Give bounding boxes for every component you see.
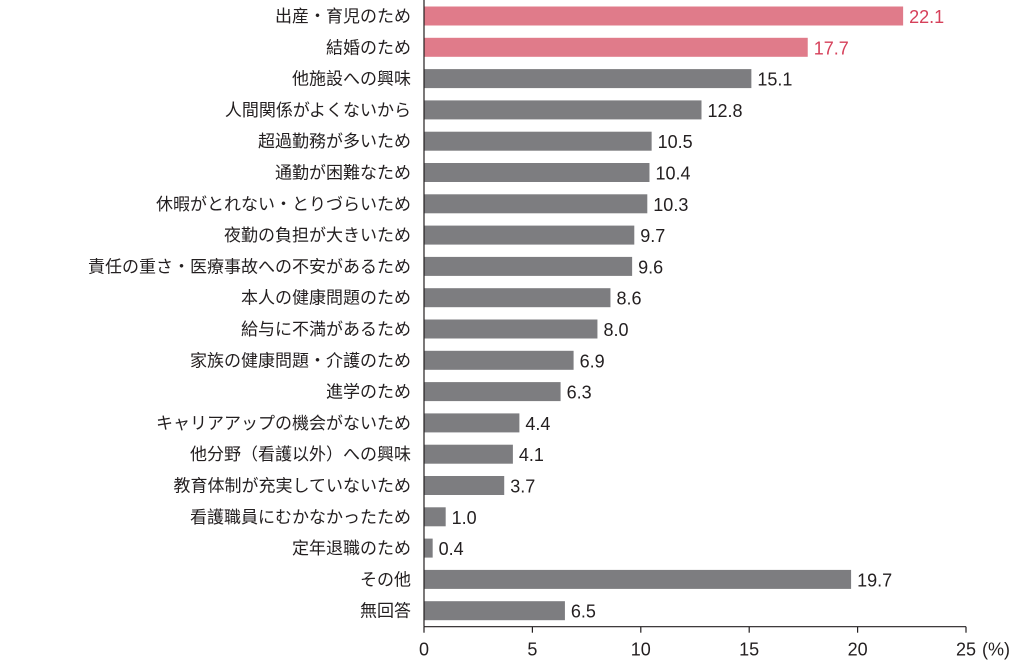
bar-4: [424, 131, 652, 151]
category-label-19: 無回答: [360, 602, 411, 622]
category-labels-group: 出産・育児のため結婚のため他施設への興味人間関係がよくないから超過勤務が多いため…: [88, 7, 411, 622]
category-label-7: 夜勤の負担が大きいため: [224, 226, 411, 246]
value-labels-group: 22.1 17.7 15.1 12.8 10.5 10.4 10.3 9.7 9.6 8.6 8.0…: [439, 7, 945, 622]
bar-8: [424, 256, 633, 276]
value-label-1: 17.7: [814, 38, 849, 58]
category-label-16: 看護職員にむかなかったため: [190, 508, 411, 528]
value-label-13: 4.4: [525, 414, 550, 434]
category-label-17: 定年退職のため: [292, 539, 411, 559]
bar-1: [424, 37, 808, 57]
x-tick-label-4: 20: [848, 640, 868, 660]
bar-17: [424, 538, 433, 558]
value-label-17: 0.4: [439, 539, 464, 559]
value-label-5: 10.4: [655, 164, 690, 184]
category-label-4: 超過勤務が多いため: [258, 132, 411, 152]
bar-2: [424, 69, 752, 89]
x-tick-label-3: 15: [739, 640, 759, 660]
category-label-2: 他施設への興味: [292, 70, 411, 90]
category-label-11: 家族の健康問題・介護のため: [190, 351, 411, 371]
value-label-4: 10.5: [658, 132, 693, 152]
category-label-15: 教育体制が充実していないため: [174, 477, 412, 497]
category-label-8: 責任の重さ・医療事故への不安があるため: [88, 257, 411, 277]
category-label-13: キャリアアップの機会がないため: [156, 414, 411, 434]
bar-11: [424, 350, 574, 370]
value-label-18: 19.7: [857, 570, 892, 590]
x-tick-label-2: 10: [631, 640, 651, 660]
category-label-1: 結婚のため: [326, 38, 411, 58]
bar-19: [424, 601, 565, 621]
bar-18: [424, 569, 852, 589]
x-tick-label-5: 25: [956, 640, 976, 660]
bar-3: [424, 100, 702, 120]
value-label-11: 6.9: [580, 351, 605, 371]
value-label-15: 3.7: [510, 477, 535, 497]
value-label-7: 9.7: [640, 226, 665, 246]
x-tick-label-0: 0: [419, 640, 429, 660]
category-label-14: 他分野（看護以外）への興味: [190, 445, 411, 465]
category-label-0: 出産・育児のため: [275, 7, 411, 27]
value-label-14: 4.1: [519, 445, 544, 465]
value-label-16: 1.0: [452, 508, 477, 528]
value-label-6: 10.3: [653, 195, 688, 215]
category-label-3: 人間関係がよくないから: [225, 101, 411, 121]
bar-15: [424, 476, 505, 495]
category-label-5: 通勤が困難なため: [275, 164, 411, 184]
bar-13: [424, 413, 520, 433]
category-label-12: 進学のため: [326, 383, 411, 403]
value-label-2: 15.1: [757, 70, 792, 90]
bar-5: [424, 163, 650, 182]
bar-0: [424, 6, 904, 26]
category-label-9: 本人の健康問題のため: [241, 289, 411, 309]
bar-10: [424, 319, 598, 339]
value-label-9: 8.6: [616, 289, 641, 309]
x-axis-unit: (%): [982, 640, 1010, 660]
category-label-6: 休暇がとれない・とりづらいため: [156, 195, 411, 215]
bars-group: [424, 6, 904, 621]
bar-6: [424, 194, 648, 214]
value-label-3: 12.8: [708, 101, 743, 121]
value-label-12: 6.3: [567, 383, 592, 403]
value-label-8: 9.6: [638, 257, 663, 277]
bar-7: [424, 225, 635, 245]
x-axis: 0 5 10 15 20 25 (%): [419, 0, 1010, 660]
value-label-19: 6.5: [571, 602, 596, 622]
bar-16: [424, 507, 446, 527]
category-label-18: その他: [360, 570, 411, 590]
bar-12: [424, 382, 561, 402]
category-label-10: 給与に不満があるため: [241, 320, 411, 340]
value-label-0: 22.1: [909, 7, 944, 27]
value-label-10: 8.0: [603, 320, 628, 340]
x-tick-label-1: 5: [527, 640, 537, 660]
bar-9: [424, 288, 611, 308]
bar-14: [424, 444, 513, 464]
